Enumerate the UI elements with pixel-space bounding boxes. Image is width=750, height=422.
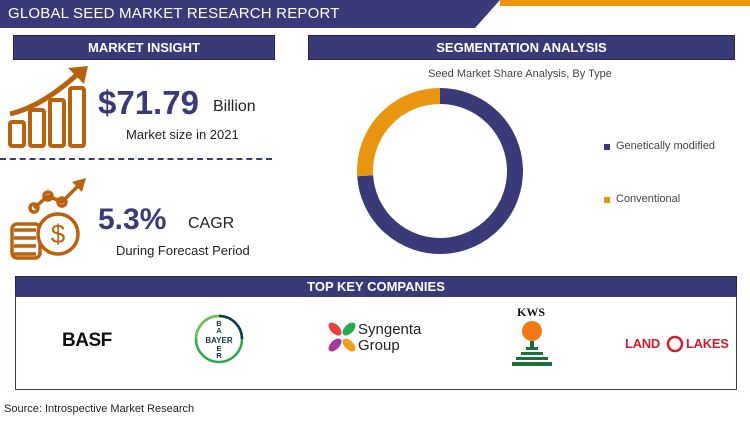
market-size-unit: Billion xyxy=(213,98,256,115)
coin-dollar-growth-icon: $ xyxy=(10,178,86,260)
legend-label-conventional: Conventional xyxy=(616,193,681,205)
legend-label-genetically-modified: Genetically modified xyxy=(616,140,716,152)
landolakes-logo-right: LAKES xyxy=(686,336,729,351)
cagr-value: 5.3% xyxy=(98,203,167,236)
svg-text:R: R xyxy=(216,351,222,360)
cagr-unit: CAGR xyxy=(188,215,235,232)
svg-text:$: $ xyxy=(51,219,66,249)
svg-text:E: E xyxy=(216,344,221,353)
legend-swatch-conventional xyxy=(604,197,610,203)
market-size-value: $71.79 xyxy=(98,84,199,121)
syngenta-logo-mark xyxy=(328,322,356,352)
donut-chart xyxy=(357,88,523,254)
donut-slice-genetically-modified xyxy=(357,88,523,254)
top-key-companies-heading: TOP KEY COMPANIES xyxy=(15,276,737,297)
svg-text:BAYER: BAYER xyxy=(205,336,232,345)
syngenta-group: Group xyxy=(358,337,400,354)
legend-swatch-genetically-modified xyxy=(604,144,610,150)
source-note: Source: Introspective Market Research xyxy=(4,403,195,415)
bayer-logo: B A BAYER E R xyxy=(194,314,244,364)
donut-slice-conventional xyxy=(357,88,441,177)
page-title: GLOBAL SEED MARKET RESEARCH REPORT xyxy=(8,5,340,22)
landolakes-logo-left: LAND xyxy=(625,336,660,351)
market-size-label: Market size in 2021 xyxy=(126,127,239,142)
landolakes-logo-ring xyxy=(666,335,684,353)
title-accent-bar xyxy=(500,0,750,6)
svg-text:A: A xyxy=(216,326,222,335)
syngenta-name: Syngenta xyxy=(358,321,422,338)
segmentation-heading: SEGMENTATION ANALYSIS xyxy=(308,35,735,60)
bar-chart-growth-arrow-icon xyxy=(8,66,88,148)
cagr-label: During Forecast Period xyxy=(116,243,250,258)
syngenta-logo-text: Syngenta Group xyxy=(358,322,421,354)
companies-panel xyxy=(15,296,737,390)
section-divider xyxy=(0,158,272,160)
title-banner-bg xyxy=(0,0,500,28)
market-insight-heading: MARKET INSIGHT xyxy=(13,35,275,60)
chart-title: Seed Market Share Analysis, By Type xyxy=(428,68,612,80)
kws-logo-text: KWS xyxy=(517,305,546,319)
kws-logo-mark xyxy=(512,321,552,366)
title-banner: GLOBAL SEED MARKET RESEARCH REPORT xyxy=(0,0,750,28)
basf-logo: BASF xyxy=(62,330,112,351)
svg-text:B: B xyxy=(216,319,222,328)
